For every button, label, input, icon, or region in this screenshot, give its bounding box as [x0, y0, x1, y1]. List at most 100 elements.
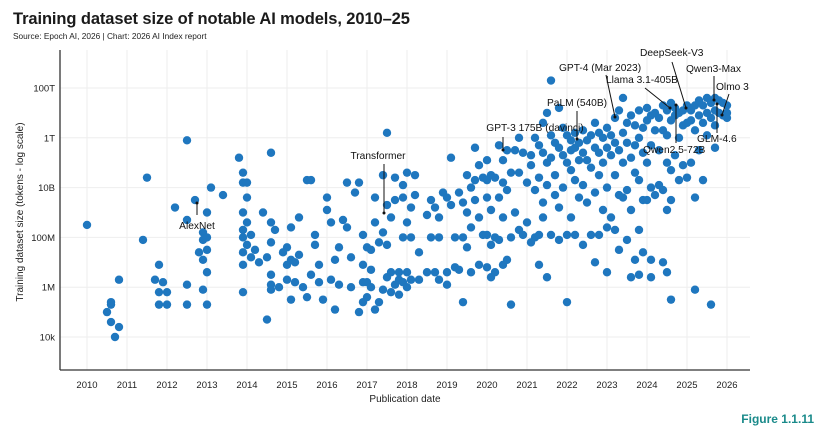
- data-point: [474, 260, 484, 269]
- data-point: [334, 243, 344, 252]
- data-point: [382, 240, 392, 250]
- x-tick-label: 2025: [676, 380, 697, 391]
- data-point: [258, 208, 268, 217]
- data-point: [338, 215, 348, 225]
- y-axis-label: Training dataset size (tokens - log scal…: [15, 122, 26, 301]
- data-point: [274, 283, 284, 292]
- data-point: [162, 287, 172, 297]
- data-point: [294, 213, 304, 222]
- data-point: [262, 253, 272, 262]
- data-point: [266, 148, 276, 157]
- data-point: [110, 332, 120, 342]
- data-point: [694, 111, 704, 120]
- data-point: [698, 175, 708, 185]
- data-point: [198, 255, 208, 265]
- data-point: [686, 158, 696, 167]
- data-point: [702, 131, 712, 140]
- data-point: [574, 193, 584, 202]
- data-point: [382, 200, 392, 210]
- annotation-arrowhead: [613, 115, 617, 119]
- data-point: [206, 183, 216, 192]
- data-point: [138, 235, 148, 245]
- x-tick-label: 2016: [316, 380, 337, 391]
- data-point: [406, 203, 416, 212]
- data-point: [354, 178, 364, 187]
- data-point: [202, 300, 212, 309]
- data-point: [306, 175, 316, 185]
- annotation: GPT-3 175B (davinci): [486, 123, 584, 152]
- data-point: [310, 240, 320, 250]
- annotation-arrowhead: [501, 148, 505, 152]
- data-point: [506, 300, 516, 309]
- data-point: [430, 268, 440, 277]
- annotation-pointer: [605, 74, 616, 118]
- data-point: [602, 268, 612, 277]
- data-point: [646, 141, 656, 150]
- data-point: [490, 268, 500, 277]
- data-point: [654, 146, 664, 155]
- data-point: [202, 208, 212, 217]
- data-point: [658, 185, 668, 195]
- data-point: [306, 270, 316, 279]
- figure-label: Figure 1.1.11: [741, 412, 814, 426]
- x-tick-labels: 2010 2011 2012 2013 2014 2015 2016 2017 2018 2019…: [76, 380, 737, 391]
- data-point: [602, 123, 612, 133]
- data-point: [586, 230, 596, 240]
- annotation-arrowhead: [195, 201, 199, 205]
- data-point: [598, 205, 608, 215]
- data-point: [310, 230, 320, 240]
- data-point: [158, 278, 168, 287]
- data-point: [534, 141, 544, 150]
- annotation-arrowhead: [720, 113, 724, 117]
- data-point: [562, 297, 572, 307]
- x-tick-label: 2024: [636, 380, 657, 391]
- data-point: [202, 233, 212, 242]
- data-point: [442, 280, 452, 289]
- data-point: [498, 213, 508, 222]
- data-point: [582, 156, 592, 165]
- data-point: [462, 208, 472, 217]
- data-point: [618, 158, 628, 167]
- y-tick-label: 100M: [31, 233, 55, 244]
- data-point: [466, 183, 476, 192]
- data-point: [114, 275, 124, 284]
- data-point: [242, 240, 252, 250]
- x-tick-label: 2018: [396, 380, 417, 391]
- data-point: [106, 317, 116, 327]
- data-point: [614, 146, 624, 155]
- data-point: [638, 248, 648, 257]
- annotation-label: PaLM (540B): [547, 98, 607, 109]
- data-point: [602, 183, 612, 192]
- data-point: [462, 243, 472, 252]
- x-tick-label: 2015: [276, 380, 297, 391]
- data-point: [114, 322, 124, 332]
- data-point: [242, 218, 252, 227]
- data-point: [710, 121, 720, 130]
- data-point: [598, 133, 608, 142]
- data-point: [546, 153, 556, 162]
- data-point: [498, 156, 508, 165]
- data-point: [394, 290, 404, 299]
- data-point: [706, 300, 716, 309]
- data-point: [646, 255, 656, 265]
- annotation: GPT-4 (Mar 2023): [559, 63, 641, 119]
- data-point: [554, 203, 564, 212]
- data-point: [510, 208, 520, 217]
- data-point: [434, 275, 444, 284]
- data-point: [326, 218, 336, 227]
- data-point: [666, 165, 676, 175]
- data-point: [202, 245, 212, 255]
- data-point: [722, 113, 732, 123]
- annotation-pointer: [644, 87, 671, 109]
- data-point: [182, 215, 192, 225]
- annotation-label: GPT-3 175B (davinci): [486, 123, 583, 134]
- data-point: [486, 240, 496, 250]
- annotation-label: GPT-4 (Mar 2023): [559, 63, 641, 74]
- data-point: [630, 121, 640, 130]
- data-point: [682, 173, 692, 182]
- data-point: [494, 235, 504, 245]
- data-point: [370, 218, 380, 227]
- data-point: [474, 160, 484, 170]
- data-point: [530, 133, 540, 142]
